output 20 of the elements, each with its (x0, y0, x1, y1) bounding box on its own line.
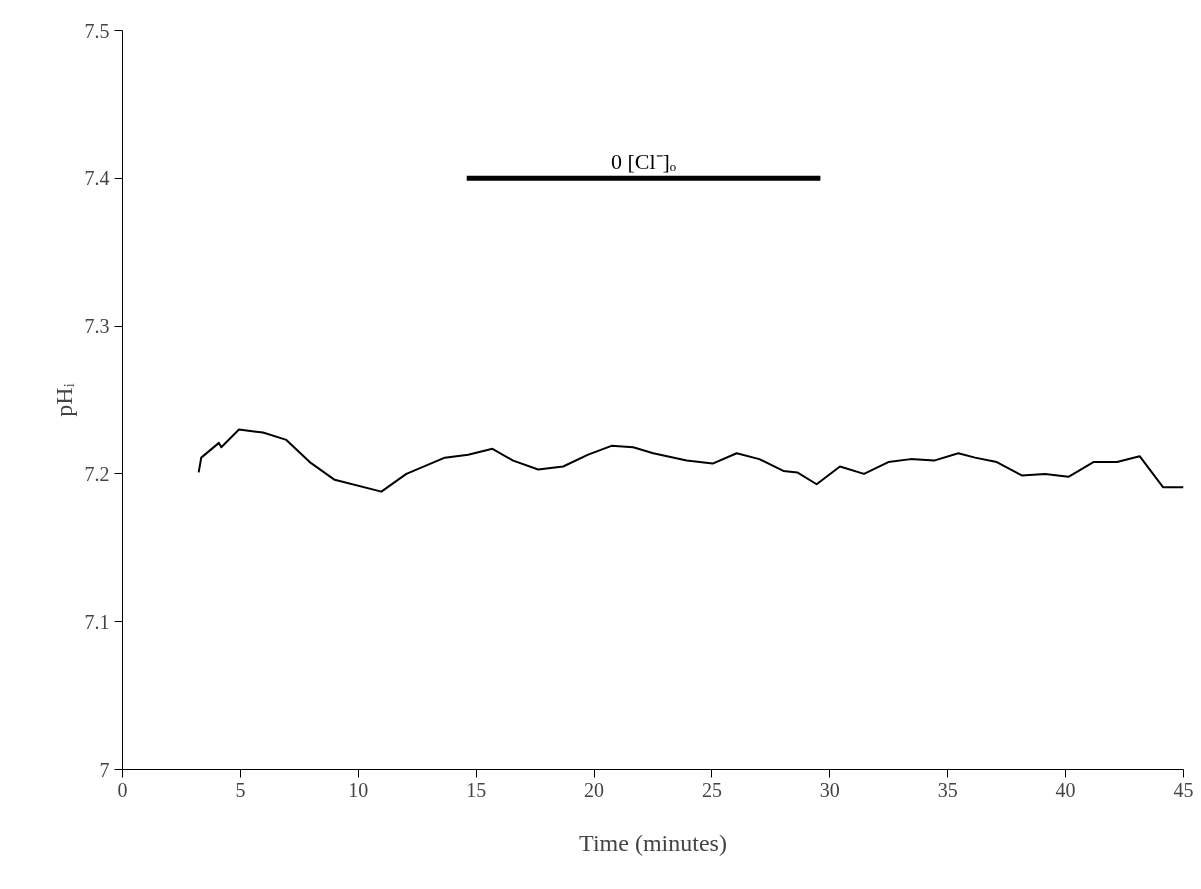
x-axis-title: Time (minutes) (579, 829, 727, 856)
x-tick-label: 0 (117, 778, 128, 801)
x-tick-label: 25 (701, 778, 722, 801)
y-tick-label: 7.2 (84, 462, 110, 485)
series-label: 0 [Cl⁻]ₒ (610, 149, 677, 175)
y-axis-title: pHᵢ (50, 383, 77, 417)
x-tick-label: 10 (348, 778, 369, 801)
x-tick-label: 15 (466, 778, 487, 801)
y-tick-label: 7 (99, 758, 110, 781)
y-tick-label: 7.5 (84, 19, 110, 42)
line-series (197, 428, 1184, 493)
x-tick-label: 35 (937, 778, 958, 801)
y-tick-label: 7.1 (84, 610, 110, 633)
x-tick-label: 40 (1055, 778, 1076, 801)
y-tick-label: 7.4 (84, 167, 110, 190)
x-tick-label: 30 (819, 778, 840, 801)
x-tick-label: 20 (584, 778, 605, 801)
x-tick-label: 45 (1173, 778, 1194, 801)
x-tick-label: 5 (235, 778, 246, 801)
y-tick-label: 7.3 (84, 315, 110, 338)
